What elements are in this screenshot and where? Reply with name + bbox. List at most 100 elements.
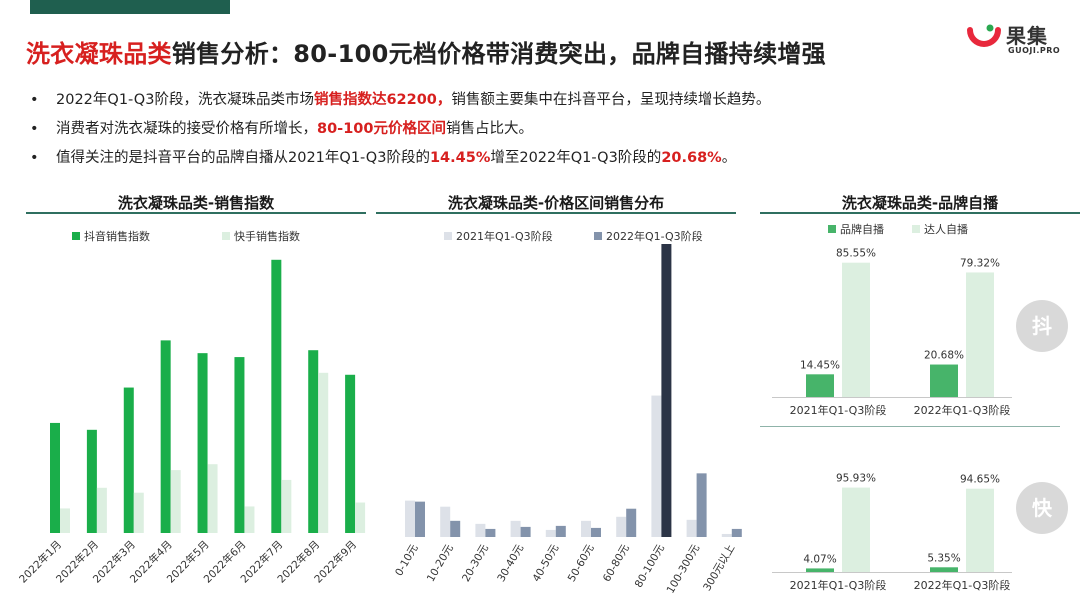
bar-2021-Q1-Q3--1: [440, 506, 451, 537]
legend-label: 快手销售指数: [234, 229, 300, 243]
chart-title-rule: [760, 212, 1080, 214]
bullet-dot: •: [30, 92, 39, 108]
bar-2022-Q1-Q3--2: [485, 528, 496, 537]
data-label: 20.68%: [924, 350, 964, 362]
chart-title-price-distribution: 洗衣凝珠品类-价格区间销售分布: [447, 194, 665, 212]
data-label: 94.65%: [960, 474, 1000, 486]
bullet-highlight: 20.68%: [661, 150, 722, 166]
bar-2021-Q1-Q3--8: [686, 519, 697, 537]
x-tick-label: 40-50元: [530, 542, 561, 584]
bar-2021-Q1-Q3--9: [721, 533, 732, 537]
bar---4: [207, 464, 218, 533]
bullet-item: • 值得关注的是抖音平台的品牌自播从2021年Q1-Q3阶段的14.45%增至20…: [30, 144, 770, 173]
x-tick-label: 2022年Q1-Q3阶段: [914, 403, 1011, 417]
bar---4: [197, 353, 208, 533]
bar---6: [281, 479, 292, 533]
brand-logo: 果集 GUOJI.PRO: [966, 16, 1076, 64]
x-tick-label: 80-100元: [633, 542, 667, 590]
logo-text-en: GUOJI.PRO: [1008, 46, 1061, 55]
chart-title-brand-live: 洗衣凝珠品类-品牌自播: [841, 194, 999, 212]
bar-2021-Q1-Q3--0: [405, 500, 415, 537]
bullet-item: • 2022年Q1-Q3阶段，洗衣凝珠品类市场销售指数达62200，销售额主要集中…: [30, 86, 770, 115]
legend-swatch: [444, 232, 452, 240]
bar---5: [244, 506, 255, 533]
bar---0: [806, 374, 834, 397]
bullet-text: 增至2022年Q1-Q3阶段的: [490, 150, 662, 166]
x-tick-label: 100-300元: [665, 542, 703, 596]
page-title-highlight: 洗衣凝珠品类: [26, 40, 172, 68]
bar-2022-Q1-Q3--7: [661, 244, 672, 537]
bar---8: [355, 502, 366, 533]
x-tick-label: 20-30元: [460, 542, 491, 584]
x-tick-label: 50-60元: [566, 542, 597, 584]
legend-swatch: [72, 232, 80, 240]
chart-title-rule: [26, 212, 366, 214]
bar---0: [806, 568, 834, 572]
chart-title-sales-index: 洗衣凝珠品类-销售指数: [117, 194, 275, 212]
summary-bullets: • 2022年Q1-Q3阶段，洗衣凝珠品类市场销售指数达62200，销售额主要集中…: [30, 86, 770, 173]
data-label: 79.32%: [960, 257, 1000, 269]
bullet-text: 2022年Q1-Q3阶段，洗衣凝珠品类市场: [56, 92, 314, 108]
x-tick-label: 10-20元: [425, 542, 456, 584]
bar-2022-Q1-Q3--4: [555, 525, 566, 537]
x-tick-label: 60-80元: [601, 542, 632, 584]
legend-label: 达人自播: [924, 222, 968, 236]
page-title-rest: 销售分析：80-100元档价格带消费突出，品牌自播持续增强: [171, 40, 826, 68]
bullet-dot: •: [30, 121, 39, 137]
legend-swatch: [594, 232, 602, 240]
bullet-text: 消费者对洗衣凝珠的接受价格有所增长，: [56, 121, 317, 137]
legend-label: 品牌自播: [840, 222, 884, 236]
x-tick-label: 0-10元: [393, 542, 421, 578]
bullet-dot: •: [30, 150, 39, 166]
bar-2021-Q1-Q3--5: [581, 520, 591, 537]
bullet-text: 值得关注的是抖音平台的品牌自播从2021年Q1-Q3阶段的: [56, 150, 430, 166]
douyin-platform-badge: 抖: [1016, 300, 1068, 352]
x-tick-label: 300元以上: [701, 543, 737, 594]
x-tick-label: 30-40元: [495, 542, 526, 584]
x-tick-label: 2022年Q1-Q3阶段: [914, 578, 1011, 592]
bullet-text: 销售额主要集中在抖音平台，呈现持续增长趋势。: [451, 92, 771, 108]
page-title: 洗衣凝珠品类销售分析：80-100元档价格带消费突出，品牌自播持续增强: [26, 34, 826, 69]
bar---1: [966, 488, 994, 572]
bar-2021-Q1-Q3--3: [510, 520, 521, 537]
x-tick-label: 2021年Q1-Q3阶段: [790, 403, 887, 417]
legend-swatch: [222, 232, 230, 240]
logo-mark-icon: [967, 24, 1001, 47]
legend-swatch: [828, 225, 836, 233]
chart-title-rule: [376, 212, 736, 214]
bar---3: [170, 470, 181, 533]
x-tick-label: 2021年Q1-Q3阶段: [790, 578, 887, 592]
bar---2: [123, 387, 134, 533]
bar-2022-Q1-Q3--1: [450, 520, 461, 537]
bar-2021-Q1-Q3--7: [651, 395, 662, 537]
bar-2021-Q1-Q3--2: [475, 523, 486, 537]
bar---3: [160, 340, 171, 533]
panel-divider: [760, 426, 1060, 427]
bar-2021-Q1-Q3--6: [616, 516, 627, 537]
legend-label: 2021年Q1-Q3阶段: [456, 229, 553, 243]
bullet-highlight: 14.45%: [429, 150, 491, 166]
kuaishou-platform-badge: 快: [1016, 482, 1068, 534]
data-label: 14.45%: [800, 359, 840, 371]
bullet-item: • 消费者对洗衣凝珠的接受价格有所增长，80-100元价格区间销售占比大。: [30, 115, 770, 144]
bullet-text: 销售占比大。: [445, 121, 533, 137]
bar---0: [50, 422, 60, 533]
bar-2022-Q1-Q3--3: [520, 526, 531, 537]
bar-2021-Q1-Q3--4: [545, 529, 556, 537]
bar---5: [234, 357, 245, 533]
legend-label: 2022年Q1-Q3阶段: [606, 229, 703, 243]
data-label: 95.93%: [836, 473, 876, 485]
logo-text-cn: 果集: [1006, 24, 1048, 48]
bullet-text: 。: [721, 150, 737, 166]
bar---0: [842, 487, 870, 572]
bar---7: [318, 372, 329, 533]
bar-2022-Q1-Q3--9: [731, 528, 742, 537]
data-label: 5.35%: [927, 552, 960, 564]
bullet-highlight: 80-100元价格区间: [317, 121, 446, 137]
bar---1: [930, 567, 958, 572]
data-label: 85.55%: [836, 248, 876, 260]
bar-2022-Q1-Q3--8: [696, 473, 707, 537]
bar---2: [133, 492, 144, 533]
bar---1: [96, 487, 107, 533]
